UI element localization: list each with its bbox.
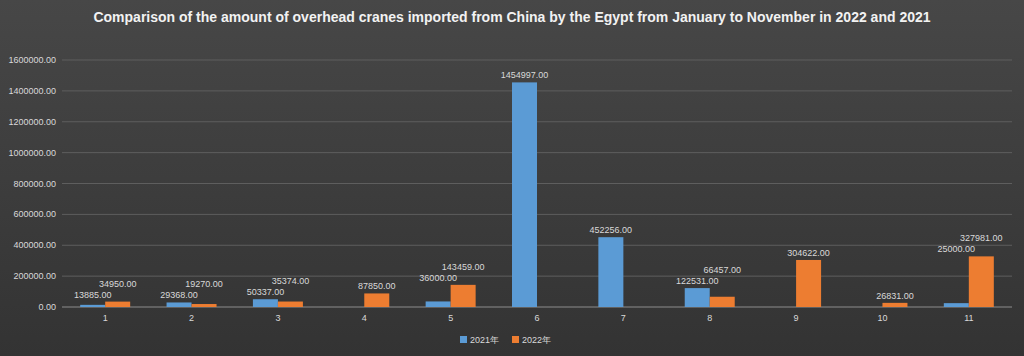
bar — [364, 293, 389, 307]
bar — [167, 302, 192, 307]
x-tick-label: 5 — [448, 313, 453, 323]
data-label: 122531.00 — [676, 276, 719, 286]
bar — [451, 285, 476, 307]
x-tick-label: 11 — [964, 313, 973, 323]
bar — [512, 82, 537, 307]
data-label: 66457.00 — [703, 265, 741, 275]
bar — [969, 256, 994, 307]
y-tick-label: 400000.00 — [13, 240, 56, 250]
data-label: 50337.00 — [247, 287, 285, 297]
bars — [80, 82, 994, 307]
x-tick-label: 6 — [534, 313, 539, 323]
x-tick-label: 7 — [621, 313, 626, 323]
data-label: 35374.00 — [272, 276, 310, 286]
grid-line — [62, 60, 1012, 61]
bar — [710, 297, 735, 307]
x-tick-label: 10 — [877, 313, 887, 323]
y-tick-label: 0.00 — [38, 302, 56, 312]
bar — [882, 303, 907, 307]
y-tick-label: 1600000.00 — [8, 55, 56, 65]
data-labels: 13885.0034950.00 29368.0019270.00 50337.00… — [74, 70, 1003, 300]
data-label: 34950.00 — [99, 279, 137, 289]
data-label: 304622.00 — [787, 248, 830, 258]
legend-swatch — [512, 336, 519, 343]
background — [0, 0, 1024, 356]
legend-label: 2022年 — [522, 335, 551, 345]
data-label: 19270.00 — [185, 279, 223, 289]
x-tick-label: 1 — [103, 313, 108, 323]
data-label: 1454997.00 — [501, 70, 549, 80]
y-tick-label: 800000.00 — [13, 179, 56, 189]
bar — [253, 299, 278, 307]
y-tick-label: 200000.00 — [13, 271, 56, 281]
x-tick-label: 4 — [362, 313, 367, 323]
x-tick-label: 8 — [707, 313, 712, 323]
y-tick-label: 1400000.00 — [8, 86, 56, 96]
data-label: 26831.00 — [876, 291, 914, 301]
bar — [598, 237, 623, 307]
x-tick-label: 3 — [275, 313, 280, 323]
bar — [80, 305, 105, 307]
bar — [685, 288, 710, 307]
data-label: 13885.00 — [74, 290, 112, 300]
y-tick-label: 600000.00 — [13, 209, 56, 219]
data-label: 25000.00 — [938, 244, 976, 254]
bar — [105, 302, 130, 307]
data-label: 87850.00 — [358, 281, 396, 291]
chart: Comparison of the amount of overhead cra… — [0, 0, 1024, 356]
data-label: 327981.00 — [960, 233, 1003, 243]
x-tick-label: 9 — [794, 313, 799, 323]
data-label: 452256.00 — [590, 225, 633, 235]
bar — [192, 304, 217, 307]
legend-label: 2021年 — [470, 335, 499, 345]
bar — [944, 303, 969, 307]
data-label: 29368.00 — [160, 290, 198, 300]
bar — [426, 301, 451, 307]
x-tick-label: 2 — [189, 313, 194, 323]
y-tick-label: 1000000.00 — [8, 148, 56, 158]
legend-swatch — [460, 336, 467, 343]
y-tick-label: 1200000.00 — [8, 117, 56, 127]
bar — [278, 302, 303, 307]
data-label: 143459.00 — [442, 262, 485, 272]
data-label: 36000.00 — [419, 273, 457, 283]
title: Comparison of the amount of overhead cra… — [93, 9, 930, 25]
bar — [796, 260, 821, 307]
legend: 2021年 2022年 — [460, 335, 551, 345]
